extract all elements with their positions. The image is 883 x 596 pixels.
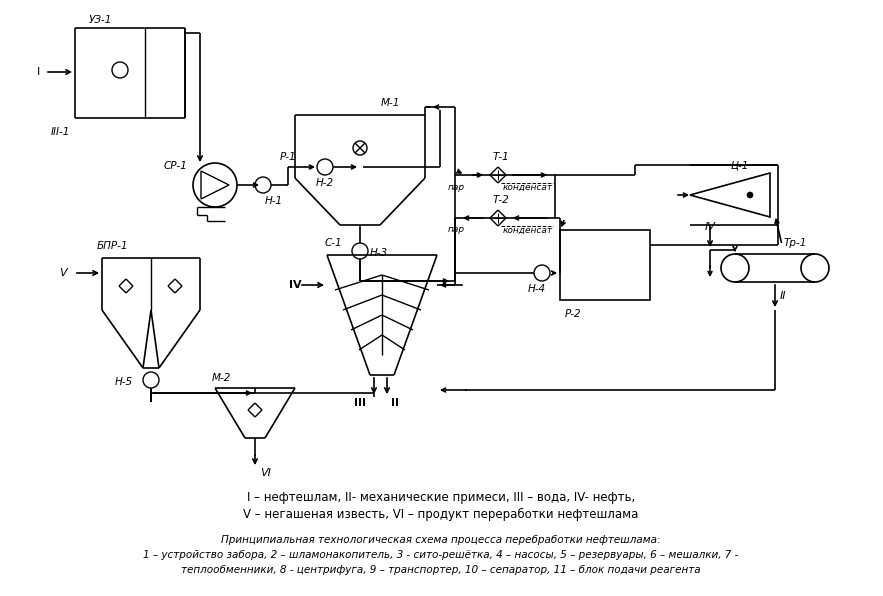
Circle shape [534, 265, 550, 281]
Text: конденсат: конденсат [503, 182, 553, 191]
Text: I: I [36, 67, 40, 77]
Text: VI: VI [260, 468, 271, 478]
Text: пар: пар [448, 225, 465, 234]
Text: Н-4: Н-4 [528, 284, 546, 294]
Circle shape [747, 192, 753, 198]
Circle shape [317, 159, 333, 175]
Text: Ц-1: Ц-1 [731, 160, 749, 170]
Text: Р-1: Р-1 [280, 152, 297, 162]
Text: Тр-1: Тр-1 [783, 238, 807, 248]
Text: Принципиальная технологическая схема процесса перебработки нефтешлама:: Принципиальная технологическая схема про… [222, 535, 660, 545]
Text: I – нефтешлам, II- механические примеси, III – вода, IV- нефть,: I – нефтешлам, II- механические примеси,… [247, 492, 635, 504]
Circle shape [801, 254, 829, 282]
Text: УЗ-1: УЗ-1 [88, 15, 111, 25]
Text: М-1: М-1 [381, 98, 400, 108]
Text: Н-2: Н-2 [316, 178, 334, 188]
Text: Т-2: Т-2 [493, 195, 509, 205]
Circle shape [255, 177, 271, 193]
Circle shape [112, 62, 128, 78]
Text: V – негашеная известь, VI – продукт переработки нефтешлама: V – негашеная известь, VI – продукт пере… [244, 507, 638, 520]
Text: II: II [780, 291, 786, 301]
Text: III: III [354, 398, 366, 408]
Circle shape [352, 243, 368, 259]
Text: пар: пар [448, 182, 465, 191]
Text: Н-1: Н-1 [265, 196, 283, 206]
Text: V: V [59, 268, 67, 278]
Text: БПР-1: БПР-1 [97, 241, 129, 251]
Text: III-1: III-1 [50, 127, 70, 137]
Circle shape [143, 372, 159, 388]
Text: IV: IV [705, 222, 715, 232]
Text: Р-2: Р-2 [565, 309, 582, 319]
Text: СР-1: СР-1 [163, 161, 187, 171]
Text: С-1: С-1 [325, 238, 343, 248]
Text: Т-1: Т-1 [493, 152, 509, 162]
Text: II: II [391, 398, 399, 408]
Text: Н-3: Н-3 [370, 248, 389, 258]
Text: теплообменники, 8 - центрифуга, 9 – транспортер, 10 – сепаратор, 11 – блок подач: теплообменники, 8 - центрифуга, 9 – тран… [181, 565, 701, 575]
Text: Н-5: Н-5 [115, 377, 133, 387]
Text: 1 – устройство забора, 2 – шламонакопитель, 3 - сито-решётка, 4 – насосы, 5 – ре: 1 – устройство забора, 2 – шламонакопите… [143, 550, 739, 560]
Circle shape [721, 254, 749, 282]
Circle shape [353, 141, 367, 155]
Text: IV: IV [289, 280, 301, 290]
Circle shape [193, 163, 237, 207]
Bar [560, 230, 650, 300]
Polygon shape [690, 173, 770, 217]
Text: М-2: М-2 [212, 373, 231, 383]
Polygon shape [201, 171, 229, 199]
Text: конденсат: конденсат [503, 225, 553, 234]
